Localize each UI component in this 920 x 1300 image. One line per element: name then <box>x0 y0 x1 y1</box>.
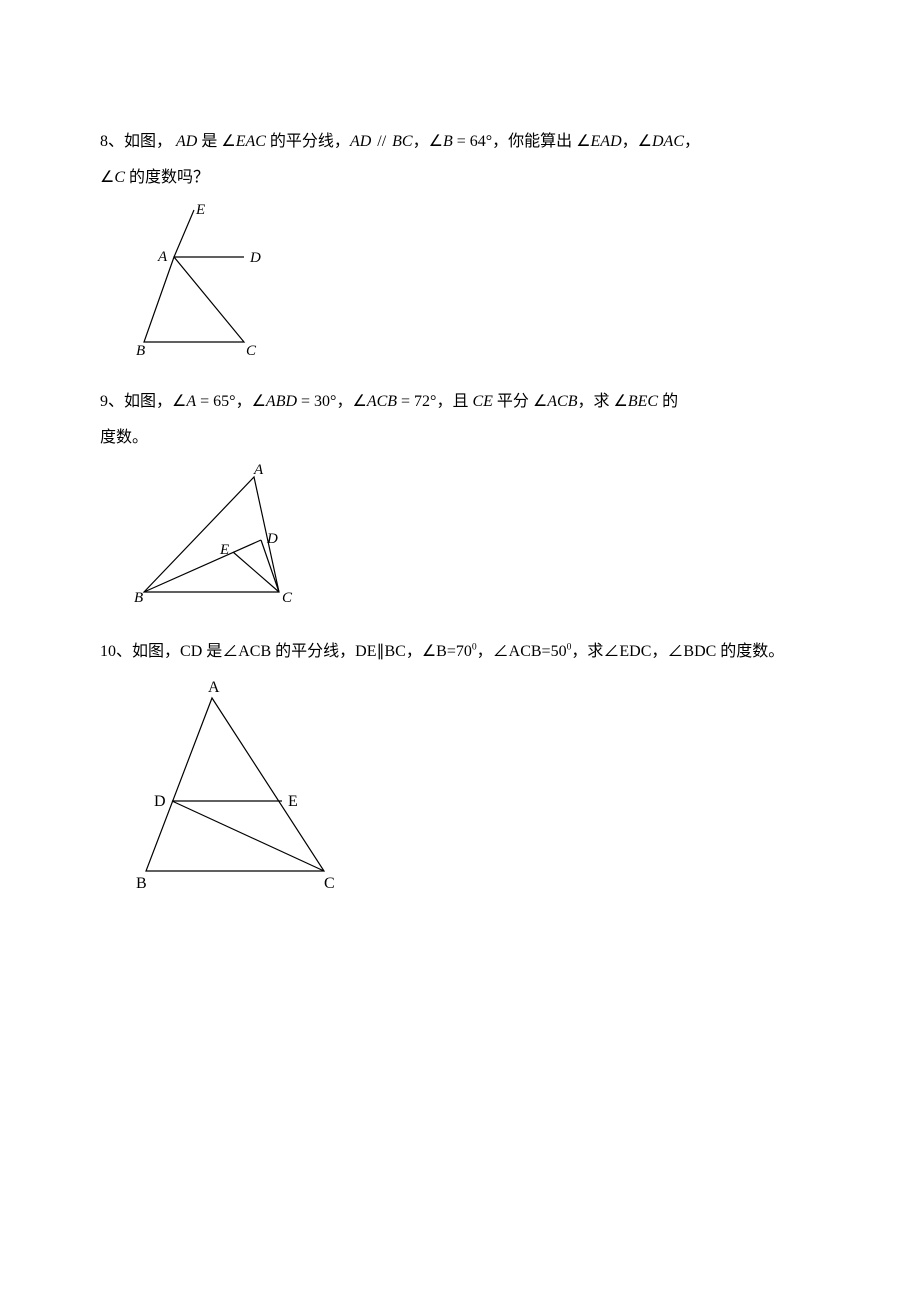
text: 、如图， <box>116 643 180 660</box>
eq-72: = 72° <box>397 393 436 410</box>
label-E: E <box>288 793 298 810</box>
problem-9-line1: 9、如图，A = 65°，ABD = 30°，ACB = 72°，且 CE 平分… <box>100 390 820 414</box>
text: CD 是∠ACB 的平分线，DE∥BC，∠B=70 <box>180 643 472 660</box>
parallel-symbol: // <box>371 133 392 150</box>
problem-9: 9、如图，A = 65°，ABD = 30°，ACB = 72°，且 CE 平分… <box>100 390 820 620</box>
label-D: D <box>266 531 278 547</box>
var-AD: AD <box>176 133 197 150</box>
angle-BEC: BEC <box>614 393 659 410</box>
comma: ， <box>622 133 638 150</box>
problem-8-figure: E A D B C <box>124 202 820 370</box>
text: ，你能算出 <box>492 133 576 150</box>
problem-8-line1: 8、如图， AD 是 EAC 的平分线，AD // BC，B = 64°，你能算… <box>100 130 820 154</box>
text: ，求 <box>578 393 614 410</box>
figure-svg: A B C D E <box>124 676 364 896</box>
angle-B: B <box>429 133 453 150</box>
line-AE <box>174 210 194 257</box>
label-E: E <box>195 202 205 218</box>
var-CE: CE <box>472 393 492 410</box>
label-E: E <box>219 542 229 558</box>
text: 的 <box>658 393 678 410</box>
figure-svg: E A D B C <box>124 202 294 362</box>
eq-30: = 30° <box>297 393 336 410</box>
problem-10-figure: A B C D E <box>124 676 820 904</box>
problem-number: 10 <box>100 643 116 660</box>
angle-EAC: EAC <box>221 133 266 150</box>
eq-65: = 65° <box>196 393 235 410</box>
comma: ， <box>413 133 429 150</box>
angle-DAC: DAC <box>638 133 684 150</box>
problem-8-line2: C 的度数吗？ <box>100 166 820 190</box>
label-C: C <box>324 875 335 892</box>
angle-ACB: ACB <box>352 393 397 410</box>
label-B: B <box>136 343 145 359</box>
problem-9-figure: A B C D E <box>124 462 820 620</box>
label-B: B <box>136 875 147 892</box>
comma: ， <box>236 393 252 410</box>
angle-ABD: ABD <box>252 393 297 410</box>
page: 8、如图， AD 是 EAC 的平分线，AD // BC，B = 64°，你能算… <box>0 0 920 964</box>
text: 是 <box>197 133 221 150</box>
label-A: A <box>253 462 264 478</box>
problem-10-line1: 10、如图，CD 是∠ACB 的平分线，DE∥BC，∠B=700，∠ACB=50… <box>100 640 820 664</box>
problem-8: 8、如图， AD 是 EAC 的平分线，AD // BC，B = 64°，你能算… <box>100 130 820 370</box>
problem-9-line2: 度数。 <box>100 426 820 450</box>
triangle-ABC <box>144 257 244 342</box>
problem-10: 10、如图，CD 是∠ACB 的平分线，DE∥BC，∠B=700，∠ACB=50… <box>100 640 820 904</box>
label-B: B <box>134 590 143 606</box>
text: 度数。 <box>100 429 148 446</box>
angle-A: A <box>172 393 196 410</box>
label-D: D <box>154 793 166 810</box>
label-A: A <box>208 679 220 696</box>
label-A: A <box>157 249 168 265</box>
text: ，且 <box>436 393 472 410</box>
angle-ACB: ACB <box>533 393 578 410</box>
comma: ， <box>336 393 352 410</box>
label-D: D <box>249 250 261 266</box>
text: 的度数吗？ <box>125 169 209 186</box>
label-C: C <box>282 590 293 606</box>
text: ，∠ACB=50 <box>477 643 567 660</box>
eq-64: = 64° <box>453 133 492 150</box>
text: 、如图， <box>108 133 172 150</box>
angle-C: C <box>100 169 125 186</box>
problem-number: 9 <box>100 393 108 410</box>
var-BC: BC <box>392 133 412 150</box>
text: 、如图， <box>108 393 172 410</box>
label-C: C <box>246 343 257 359</box>
text: ，求∠EDC，∠BDC 的度数。 <box>571 643 784 660</box>
text: 平分 <box>493 393 533 410</box>
var-AD: AD <box>350 133 371 150</box>
triangle-ABC <box>146 698 324 871</box>
comma: ， <box>684 133 700 150</box>
text: 的平分线， <box>266 133 350 150</box>
angle-EAD: EAD <box>576 133 621 150</box>
figure-svg: A B C D E <box>124 462 324 612</box>
line-BD <box>144 540 261 592</box>
problem-number: 8 <box>100 133 108 150</box>
